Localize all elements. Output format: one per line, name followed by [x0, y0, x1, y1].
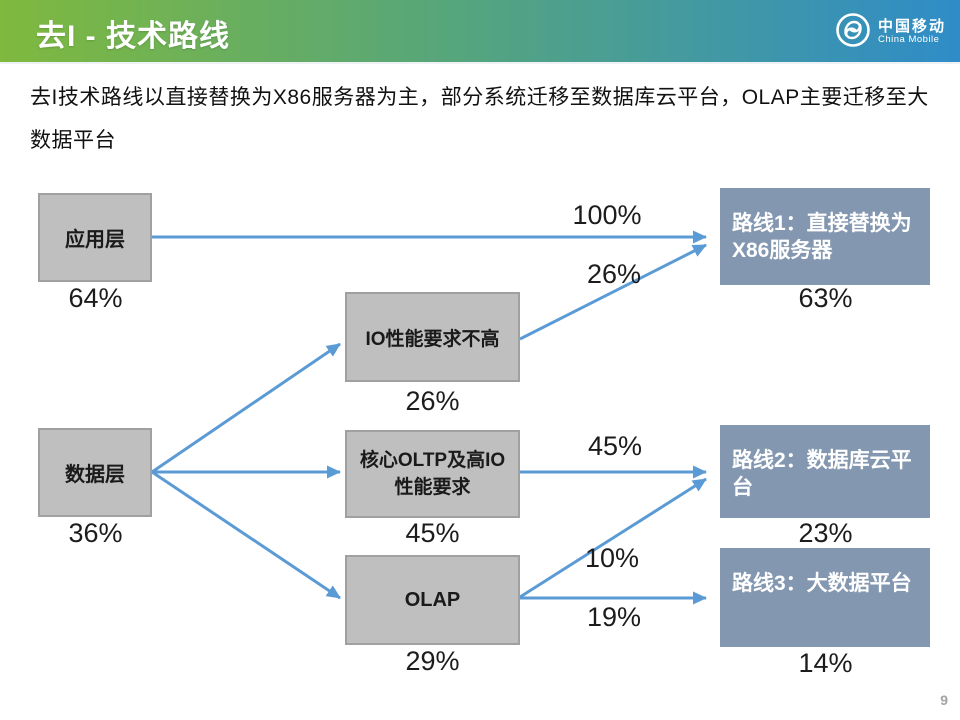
edge-olap-to-route2: [519, 477, 707, 599]
page-title: 去I - 技术路线: [36, 20, 230, 53]
slide-header: 去I - 技术路线 中国移动 China Mobile: [0, 0, 960, 64]
node-olap: OLAP: [345, 555, 520, 645]
edge-data-to-olap: [151, 470, 341, 600]
edge-data-to-io: [151, 342, 341, 474]
node-route1-x86: 路线1：直接替换为X86服务器: [720, 188, 930, 285]
percent-application-layer: 64%: [68, 283, 123, 313]
edge-label-app-route1: 100%: [572, 200, 642, 230]
node-application-layer: 应用层: [38, 193, 152, 282]
percent-route1: 63%: [798, 283, 853, 313]
percent-route3: 14%: [798, 648, 853, 678]
china-mobile-logo: 中国移动 China Mobile: [835, 12, 946, 52]
logo-name-cn: 中国移动: [877, 17, 946, 35]
slide-subtitle: 去I技术路线以直接替换为X86服务器为主，部分系统迁移至数据库云平台，OLAP主…: [30, 86, 929, 152]
percent-olap: 29%: [405, 646, 460, 676]
edge-label-olap-route3: 19%: [586, 602, 642, 632]
node-data-layer: 数据层: [38, 428, 152, 517]
page-number: 9: [940, 692, 948, 708]
edge-label-oltp-route2: 45%: [587, 431, 643, 461]
edge-label-io-route1: 26%: [586, 259, 642, 289]
logo-name-en: China Mobile: [877, 34, 940, 46]
percent-route2: 23%: [798, 518, 853, 548]
percent-core-oltp: 45%: [405, 518, 460, 548]
node-core-oltp: 核心OLTP及高IO性能要求: [345, 430, 520, 518]
percent-data-layer: 36%: [68, 518, 123, 548]
node-route3-bigdata: 路线3：大数据平台: [720, 548, 930, 647]
node-io-low-requirement: IO性能要求不高: [345, 292, 520, 382]
node-route2-db-cloud: 路线2：数据库云平台: [720, 425, 930, 518]
percent-io-low: 26%: [405, 386, 460, 416]
edge-label-olap-route2: 10%: [584, 543, 640, 573]
china-mobile-logo-icon: [835, 12, 871, 53]
china-mobile-logo-text: 中国移动 China Mobile: [877, 17, 946, 46]
